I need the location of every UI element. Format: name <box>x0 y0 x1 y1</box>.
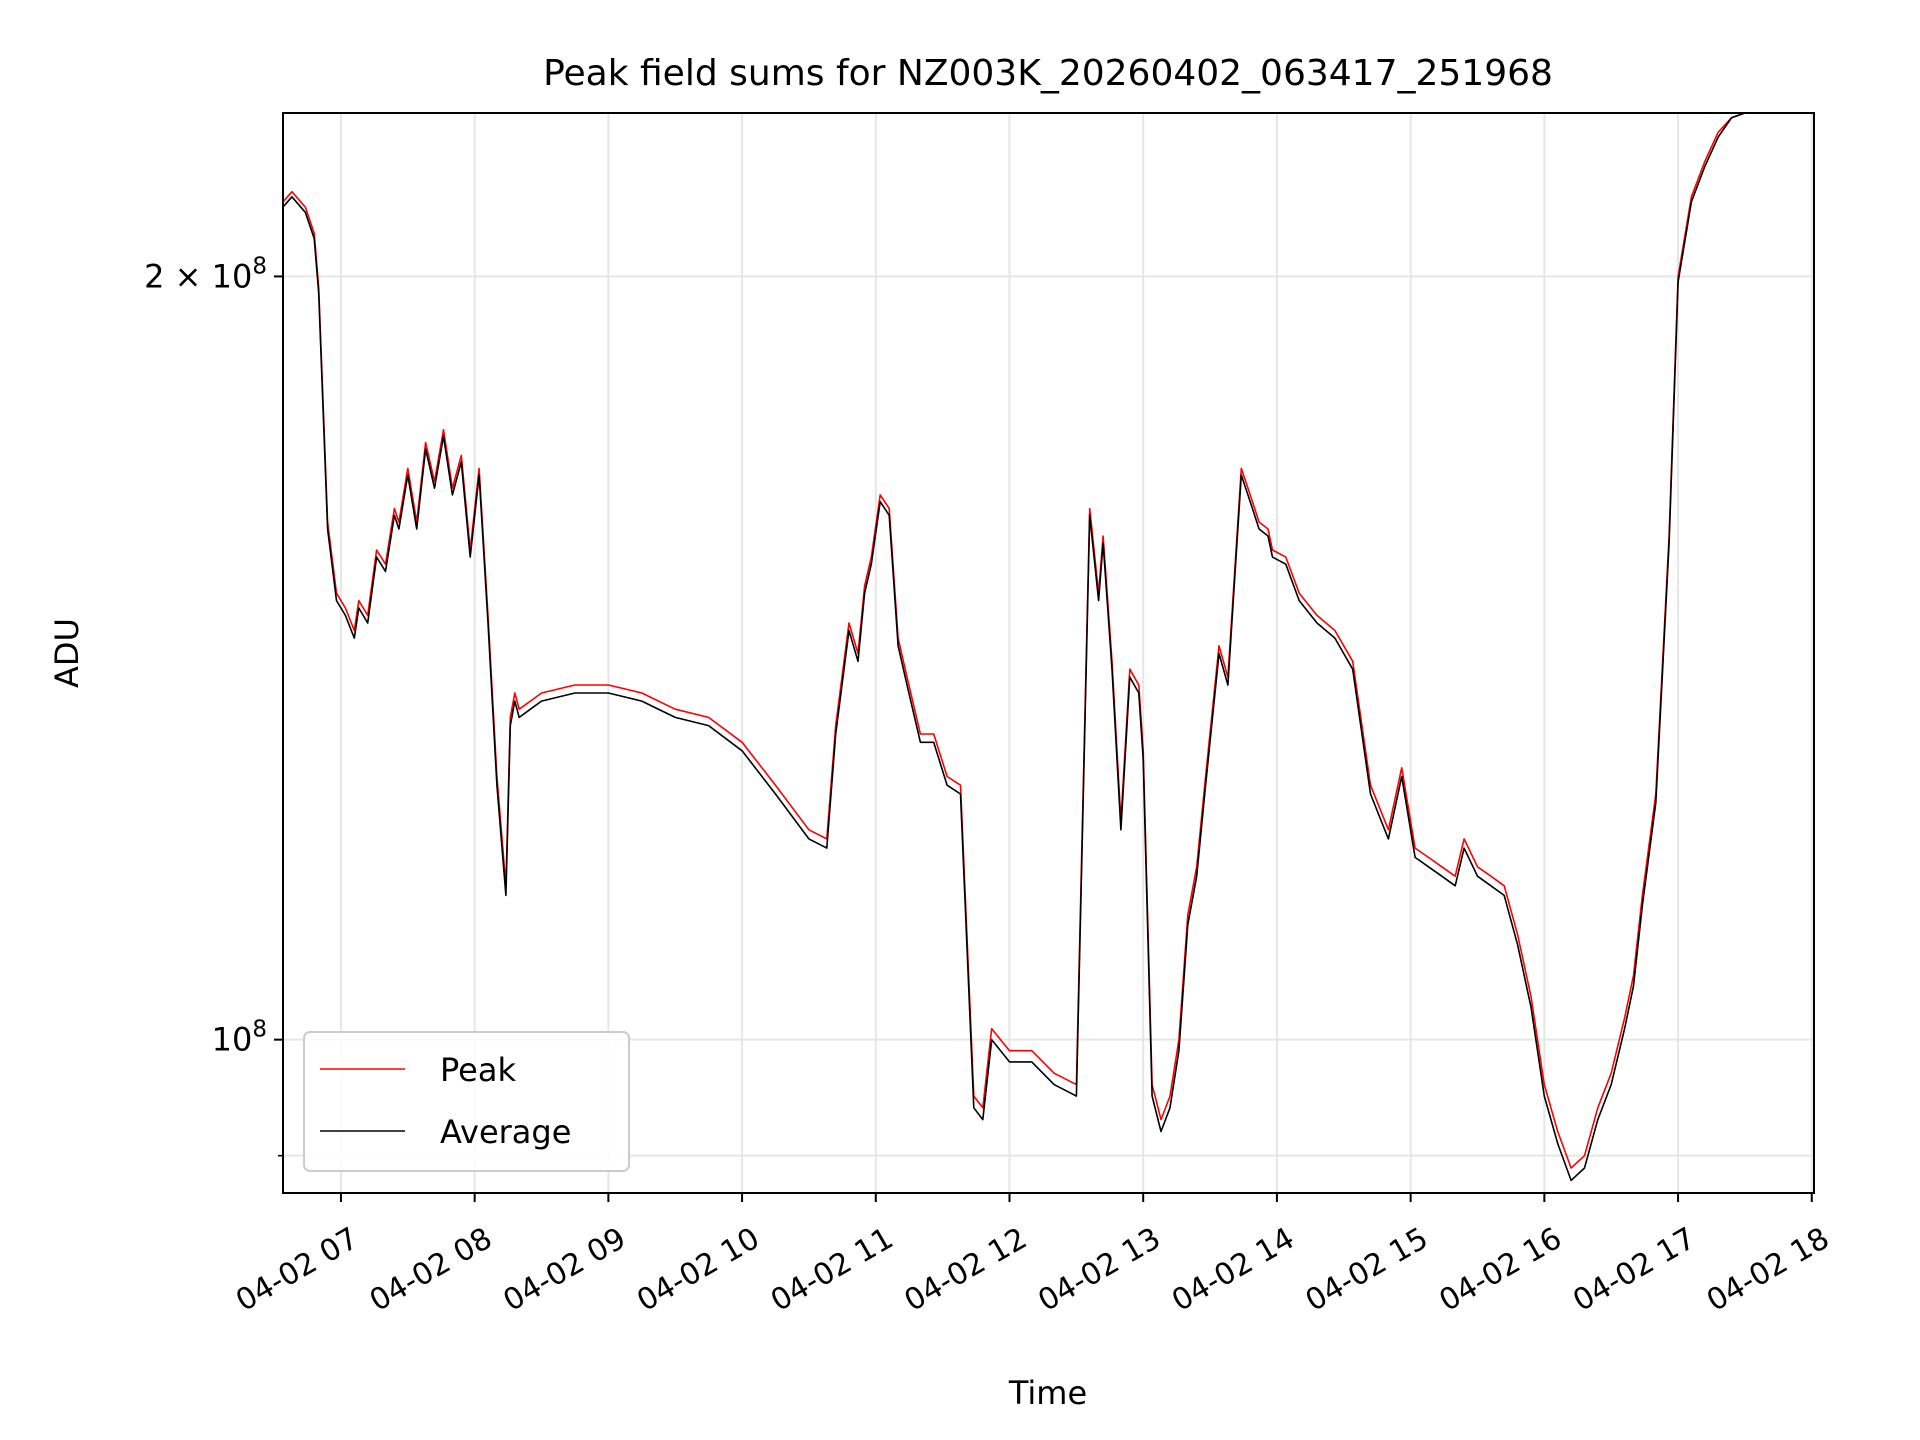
x-tick-label: 04-02 18 <box>1701 1221 1835 1319</box>
x-axis-ticks: 04-02 07 04-02 08 04-02 09 04-02 10 04-02 11… <box>230 1193 1835 1319</box>
x-tick-label: 04-02 10 <box>631 1221 765 1319</box>
x-tick-label: 04-02 11 <box>765 1221 899 1319</box>
x-axis-label: Time <box>1008 1374 1087 1412</box>
legend-label-average: Average <box>440 1113 571 1151</box>
x-tick-label: 04-02 15 <box>1300 1221 1434 1319</box>
x-tick-label: 04-02 17 <box>1567 1221 1701 1319</box>
y-tick-label: 108 <box>212 1017 267 1059</box>
chart-title: Peak field sums for NZ003K_20260402_0634… <box>543 53 1553 94</box>
y-axis-label: ADU <box>48 618 86 688</box>
y-axis-ticks: 108 2 × 108 <box>144 253 283 1157</box>
plot-frame <box>282 112 1815 1194</box>
legend-label-peak: Peak <box>440 1051 516 1089</box>
x-tick-label: 04-02 07 <box>230 1221 364 1319</box>
legend-box <box>303 1031 630 1172</box>
series-lines <box>283 113 1799 1182</box>
legend: Peak Average <box>303 1031 630 1172</box>
series-line-peak <box>283 113 1799 1169</box>
x-tick-label: 04-02 08 <box>364 1221 498 1319</box>
y-tick-label: 2 × 108 <box>144 253 267 295</box>
x-tick-label: 04-02 16 <box>1434 1221 1568 1319</box>
x-tick-label: 04-02 09 <box>498 1221 632 1319</box>
series-line-average <box>283 113 1799 1182</box>
x-tick-label: 04-02 13 <box>1032 1221 1166 1319</box>
x-tick-label: 04-02 14 <box>1166 1221 1300 1319</box>
x-tick-label: 04-02 12 <box>899 1221 1033 1319</box>
